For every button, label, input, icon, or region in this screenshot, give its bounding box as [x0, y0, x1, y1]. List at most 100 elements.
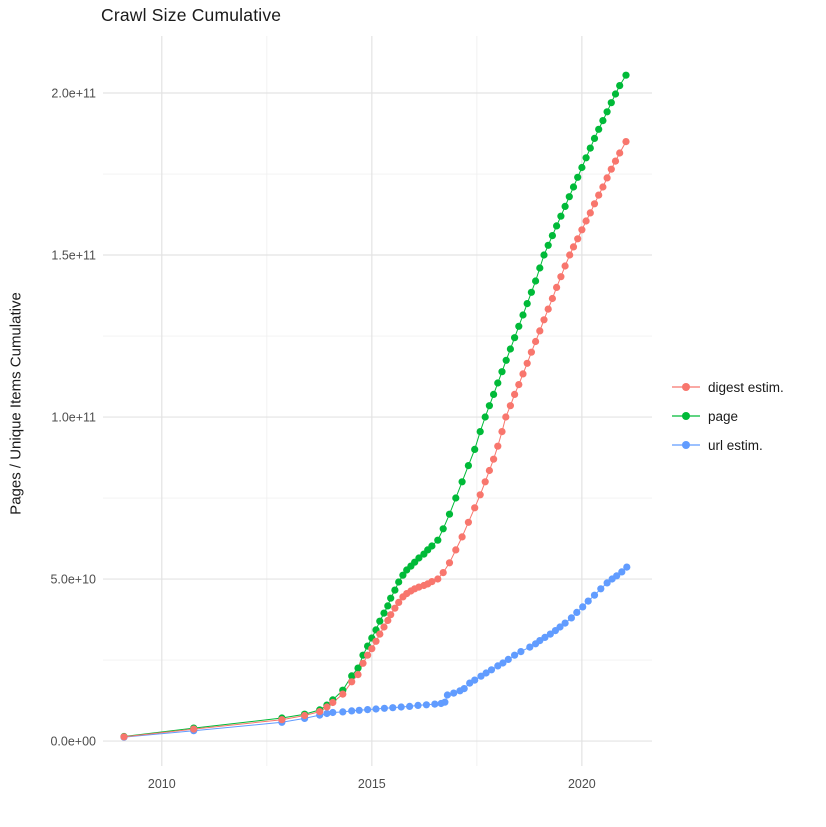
data-point — [458, 478, 466, 486]
data-point — [387, 594, 395, 602]
data-point — [561, 619, 569, 627]
data-point — [536, 264, 544, 272]
x-axis-tick-labels: 2010 2015 2020 — [148, 777, 596, 791]
legend-key-icon — [672, 412, 700, 420]
data-point — [584, 597, 592, 605]
data-point — [567, 614, 576, 622]
data-point — [502, 413, 510, 421]
data-point — [487, 666, 496, 674]
data-point — [519, 370, 527, 378]
legend: digest estim. page url estim. — [671, 378, 784, 454]
data-point — [573, 608, 581, 617]
data-point — [422, 701, 430, 709]
data-point — [364, 706, 372, 714]
data-point — [574, 235, 582, 243]
data-point — [485, 466, 493, 475]
data-point — [323, 703, 331, 711]
legend-key-icon — [672, 383, 700, 391]
data-point — [354, 664, 362, 672]
data-point — [504, 655, 512, 664]
data-point — [603, 174, 611, 182]
grid-minor — [103, 36, 652, 766]
data-point — [339, 690, 347, 698]
data-point — [278, 716, 286, 724]
data-point — [339, 708, 347, 716]
data-point — [526, 643, 534, 651]
y-tick-label: 1.5e+11 — [51, 249, 96, 263]
data-point — [586, 209, 594, 217]
data-point — [464, 518, 472, 526]
data-point — [120, 733, 128, 741]
data-point — [434, 575, 442, 583]
data-point — [490, 455, 498, 463]
data-point — [553, 283, 561, 291]
data-point — [443, 691, 451, 699]
data-point — [395, 598, 403, 607]
data-point — [329, 698, 337, 707]
data-point — [481, 413, 489, 421]
series-line-page — [123, 74, 627, 737]
data-point — [506, 402, 514, 410]
x-tick-label: 2010 — [148, 777, 176, 791]
data-point — [611, 157, 620, 165]
data-point — [586, 144, 594, 152]
data-point — [380, 623, 388, 631]
data-point — [476, 491, 484, 499]
data-point — [590, 591, 599, 599]
data-point — [431, 700, 439, 708]
data-point — [544, 305, 552, 313]
data-point — [445, 510, 454, 518]
data-point — [595, 191, 603, 199]
legend-label: digest estim. — [708, 379, 784, 395]
data-point — [582, 154, 590, 162]
series-points-url-estim- — [120, 563, 631, 741]
data-point — [599, 183, 607, 191]
data-point — [387, 611, 395, 619]
data-point — [565, 193, 573, 201]
data-point — [566, 251, 574, 259]
data-point — [359, 659, 367, 667]
data-point — [540, 251, 548, 259]
data-point — [399, 571, 407, 579]
data-point — [323, 709, 331, 718]
chart-title: Crawl Size Cumulative — [101, 5, 282, 25]
data-point — [458, 533, 466, 541]
data-point — [391, 586, 399, 594]
data-point — [452, 546, 460, 554]
data-point — [471, 504, 479, 512]
data-point — [380, 609, 388, 617]
data-point — [622, 138, 630, 146]
data-point — [368, 645, 376, 653]
y-axis-tick-labels: 0.0e+00 5.0e+10 1.0e+11 1.5e+11 2.0e+11 — [50, 87, 96, 749]
data-point — [348, 707, 356, 715]
data-point — [482, 669, 490, 677]
data-point — [590, 134, 599, 142]
data-point — [376, 630, 384, 638]
data-point — [523, 300, 531, 308]
data-point — [553, 222, 561, 230]
data-point — [557, 212, 565, 220]
data-point — [569, 243, 578, 251]
data-point — [316, 708, 324, 716]
data-point — [527, 288, 536, 296]
data-point — [561, 202, 569, 210]
data-point — [607, 165, 615, 173]
data-point — [578, 163, 586, 172]
grid-major — [103, 36, 652, 766]
data-point — [548, 232, 557, 240]
data-point — [428, 542, 436, 550]
data-point — [546, 630, 554, 638]
y-tick-label: 0.0e+00 — [50, 735, 96, 749]
legend-item-digest-estim: digest estim. — [671, 378, 784, 396]
data-point — [481, 478, 489, 486]
data-point — [348, 678, 356, 686]
y-tick-label: 2.0e+11 — [51, 87, 96, 101]
data-point — [329, 708, 337, 717]
data-point — [452, 494, 460, 502]
data-point — [439, 569, 447, 577]
data-point — [616, 149, 624, 157]
data-point — [599, 117, 607, 125]
data-point — [623, 563, 631, 571]
